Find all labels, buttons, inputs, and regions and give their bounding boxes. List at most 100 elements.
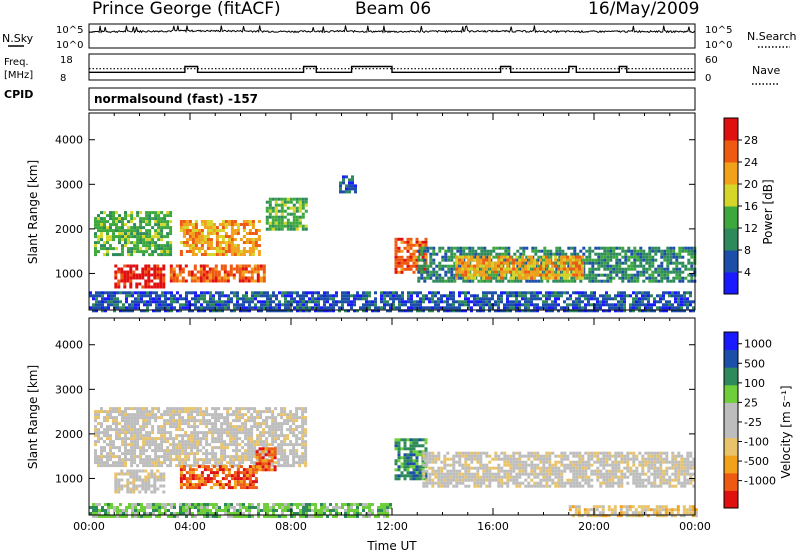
- heatmap-cell: [146, 294, 149, 298]
- heatmap-cell: [274, 197, 278, 201]
- heatmap-cell: [458, 463, 462, 467]
- heatmap-cell: [145, 250, 149, 254]
- heatmap-cell: [194, 306, 197, 310]
- heatmap-cell: [109, 247, 112, 251]
- heatmap-cell: [94, 452, 97, 456]
- heatmap-cell: [215, 474, 219, 478]
- heatmap-cell: [533, 303, 536, 307]
- heatmap-cell: [280, 455, 284, 459]
- heatmap-cell: [648, 252, 652, 256]
- heatmap-cell: [332, 306, 335, 310]
- heatmap-cell: [118, 229, 121, 233]
- heatmap-cell: [94, 428, 97, 432]
- heatmap-cell: [224, 235, 228, 238]
- heatmap-cell: [145, 407, 149, 411]
- heatmap-cell: [467, 261, 471, 265]
- heatmap-cell: [289, 452, 293, 456]
- heatmap-cell: [169, 273, 173, 277]
- heatmap-cell: [648, 258, 652, 262]
- heatmap-cell: [148, 455, 152, 459]
- heatmap-cell: [221, 241, 225, 244]
- heatmap-cell: [283, 452, 287, 456]
- heatmap-cell: [114, 285, 118, 289]
- heatmap-cell: [212, 303, 215, 307]
- heatmap-cell: [407, 294, 410, 298]
- heatmap-cell: [593, 291, 596, 295]
- heatmap-cell: [295, 224, 299, 228]
- heatmap-cell: [238, 279, 242, 283]
- heatmap-cell: [362, 297, 365, 301]
- heatmap-cell: [220, 431, 224, 435]
- heatmap-cell: [503, 309, 506, 313]
- heatmap-cell: [488, 478, 492, 482]
- heatmap-cell: [500, 255, 504, 259]
- heatmap-cell: [241, 422, 245, 426]
- heatmap-cell: [648, 249, 652, 253]
- heatmap-cell: [256, 276, 260, 280]
- heatmap-cell: [578, 306, 581, 310]
- heatmap-cell: [271, 224, 275, 228]
- heatmap-cell: [163, 449, 167, 453]
- heatmap-cell: [233, 309, 236, 313]
- heatmap-cell: [232, 458, 236, 462]
- heatmap-cell: [199, 440, 203, 444]
- heatmap-cell: [112, 407, 115, 411]
- heatmap-cell: [149, 297, 152, 301]
- heatmap-cell: [480, 246, 484, 250]
- heatmap-cell: [136, 250, 140, 254]
- heatmap-cell: [172, 452, 176, 456]
- heatmap-cell: [552, 252, 556, 256]
- heatmap-cell: [418, 474, 422, 478]
- heatmap-cell: [654, 252, 658, 256]
- heatmap-cell: [209, 306, 212, 310]
- heatmap-cell: [438, 261, 442, 265]
- heatmap-cell: [335, 303, 338, 307]
- heatmap-cell: [241, 407, 245, 411]
- heatmap-cell: [130, 419, 134, 423]
- heatmap-cell: [473, 466, 477, 470]
- heatmap-cell: [226, 270, 230, 274]
- heatmap-cell: [494, 454, 498, 458]
- heatmap-cell: [175, 464, 179, 468]
- heatmap-cell: [157, 446, 161, 450]
- heatmap-cell: [112, 410, 115, 414]
- heatmap-cell: [461, 264, 465, 268]
- heatmap-cell: [444, 273, 448, 277]
- heatmap-cell: [464, 309, 467, 313]
- heatmap-cell: [169, 452, 173, 456]
- heatmap-cell: [166, 419, 170, 423]
- heatmap-cell: [199, 264, 203, 268]
- heatmap-cell: [450, 255, 454, 259]
- heatmap-cell: [257, 238, 261, 241]
- heatmap-cell: [449, 478, 453, 482]
- heatmap-cell: [485, 258, 489, 262]
- heatmap-cell: [254, 297, 257, 301]
- heatmap-cell: [548, 270, 552, 274]
- heatmap-cell: [650, 294, 653, 298]
- heatmap-cell: [299, 306, 302, 310]
- heatmap-cell: [295, 413, 299, 417]
- heatmap-cell: [304, 434, 308, 438]
- heatmap-cell: [557, 297, 560, 301]
- heatmap-cell: [106, 250, 109, 254]
- heatmap-cell: [232, 461, 236, 465]
- heatmap-cell: [488, 481, 492, 485]
- heatmap-cell: [350, 303, 353, 307]
- heatmap-cell: [683, 291, 686, 295]
- heatmap-cell: [248, 229, 252, 232]
- heatmap-cell: [169, 461, 173, 465]
- heatmap-cell: [485, 484, 489, 488]
- heatmap-cell: [578, 294, 581, 298]
- heatmap-cell: [112, 229, 115, 233]
- heatmap-cell: [539, 267, 543, 271]
- heatmap-cell: [497, 261, 501, 265]
- heatmap-cell: [473, 303, 476, 307]
- heatmap-cell: [155, 294, 158, 298]
- heatmap-cell: [205, 452, 209, 456]
- heatmap-cell: [121, 437, 124, 441]
- heatmap-cell: [137, 300, 140, 304]
- heatmap-cell: [154, 241, 158, 245]
- heatmap-cell: [441, 264, 445, 268]
- heatmap-cell: [332, 303, 335, 307]
- heatmap-cell: [397, 444, 401, 448]
